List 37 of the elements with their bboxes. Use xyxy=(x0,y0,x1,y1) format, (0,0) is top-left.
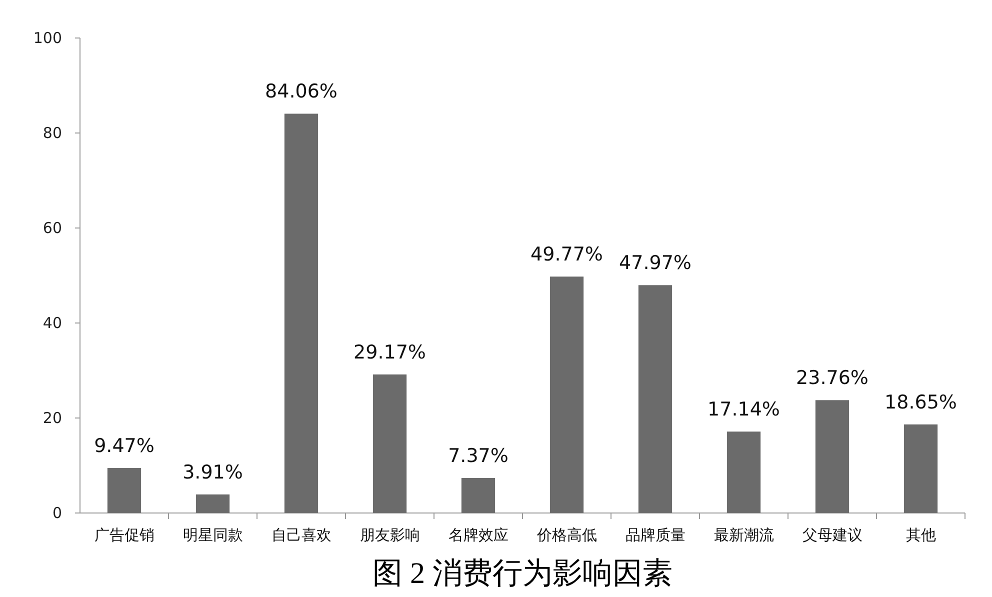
bar xyxy=(461,478,496,513)
x-tick-label: 最新潮流 xyxy=(714,527,774,544)
x-tick-label: 名牌效应 xyxy=(448,527,508,544)
data-label: 18.65% xyxy=(884,391,957,414)
x-tick-label: 朋友影响 xyxy=(360,527,420,544)
data-label: 7.37% xyxy=(448,444,508,467)
text: 图 2 消费行为影响因素 xyxy=(372,557,672,590)
bar xyxy=(107,468,142,513)
y-tick-label: 40 xyxy=(42,314,62,332)
data-label: 3.91% xyxy=(182,461,243,484)
y-tick-label: 60 xyxy=(42,219,62,237)
x-tick-label: 父母建议 xyxy=(802,527,862,544)
x-tick-label: 自己喜欢 xyxy=(271,527,332,544)
x-tick-label: 明星同款 xyxy=(182,527,243,544)
data-label: 47.97% xyxy=(619,252,692,274)
x-tick-label: 价格高低 xyxy=(536,527,597,544)
bar xyxy=(726,432,761,513)
data-label: 84.06% xyxy=(265,80,338,103)
data-label: 23.76% xyxy=(796,367,868,390)
bar xyxy=(196,494,230,513)
data-label: 29.17% xyxy=(354,341,426,364)
y-tick-label: 20 xyxy=(42,409,62,427)
data-label: 49.77% xyxy=(530,244,603,266)
x-tick-label: 广告促销 xyxy=(94,527,154,544)
bar xyxy=(815,400,850,513)
bar xyxy=(638,285,672,513)
y-tick-label: 0 xyxy=(52,504,62,522)
x-tick-label: 其他 xyxy=(906,527,936,544)
bar xyxy=(284,114,318,513)
data-label: 17.14% xyxy=(708,398,780,421)
bar xyxy=(904,424,938,513)
data-label: 9.47% xyxy=(94,435,154,458)
x-tick-label: 品牌质量 xyxy=(625,527,686,544)
y-tick-label: 100 xyxy=(33,29,62,47)
bar xyxy=(550,276,584,513)
bar xyxy=(372,374,407,513)
y-tick-label: 80 xyxy=(42,124,62,142)
